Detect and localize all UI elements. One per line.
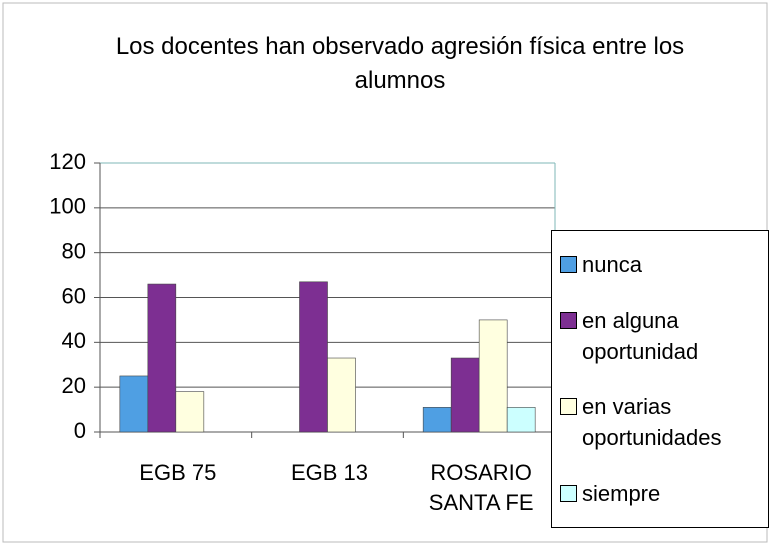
y-tick-label: 40 [62,328,86,353]
x-tick-label: EGB 75 [139,460,217,485]
legend-label: nunca [582,252,642,278]
legend-swatch [560,484,577,502]
legend-swatch [560,398,577,416]
bar [422,407,452,433]
legend-entry: en varias oportunidades [560,391,768,453]
bar [506,407,536,433]
y-tick-label: 20 [62,373,86,398]
legend-swatch [560,256,577,274]
x-tick-label: ROSARIO SANTA FE [428,460,534,515]
y-tick-label: 60 [62,283,86,308]
bar [450,357,480,433]
bar [478,319,508,433]
y-tick-label: 80 [62,238,86,263]
bar [299,281,328,433]
legend-label: en varias oportunidades [582,394,722,451]
legend: nunca en alguna oportunidad en varias opor… [551,230,769,528]
bar [147,283,177,433]
y-tick-label: 100 [49,194,86,219]
legend-label: en alguna oportunidad [582,307,699,364]
y-tick-label: 0 [74,418,86,443]
legend-entry: nunca [560,249,768,280]
legend-entry: en alguna oportunidad [560,305,768,367]
legend-swatch [560,311,577,329]
legend-label: siempre [582,480,661,506]
bar [119,375,149,433]
y-tick-label: 120 [49,149,86,174]
chart-title: Los docentes han observado agresión físi… [115,33,685,94]
x-tick-label: EGB 13 [290,460,369,485]
bar [327,357,356,433]
bar [175,391,205,433]
legend-entry: siempre [560,478,768,509]
